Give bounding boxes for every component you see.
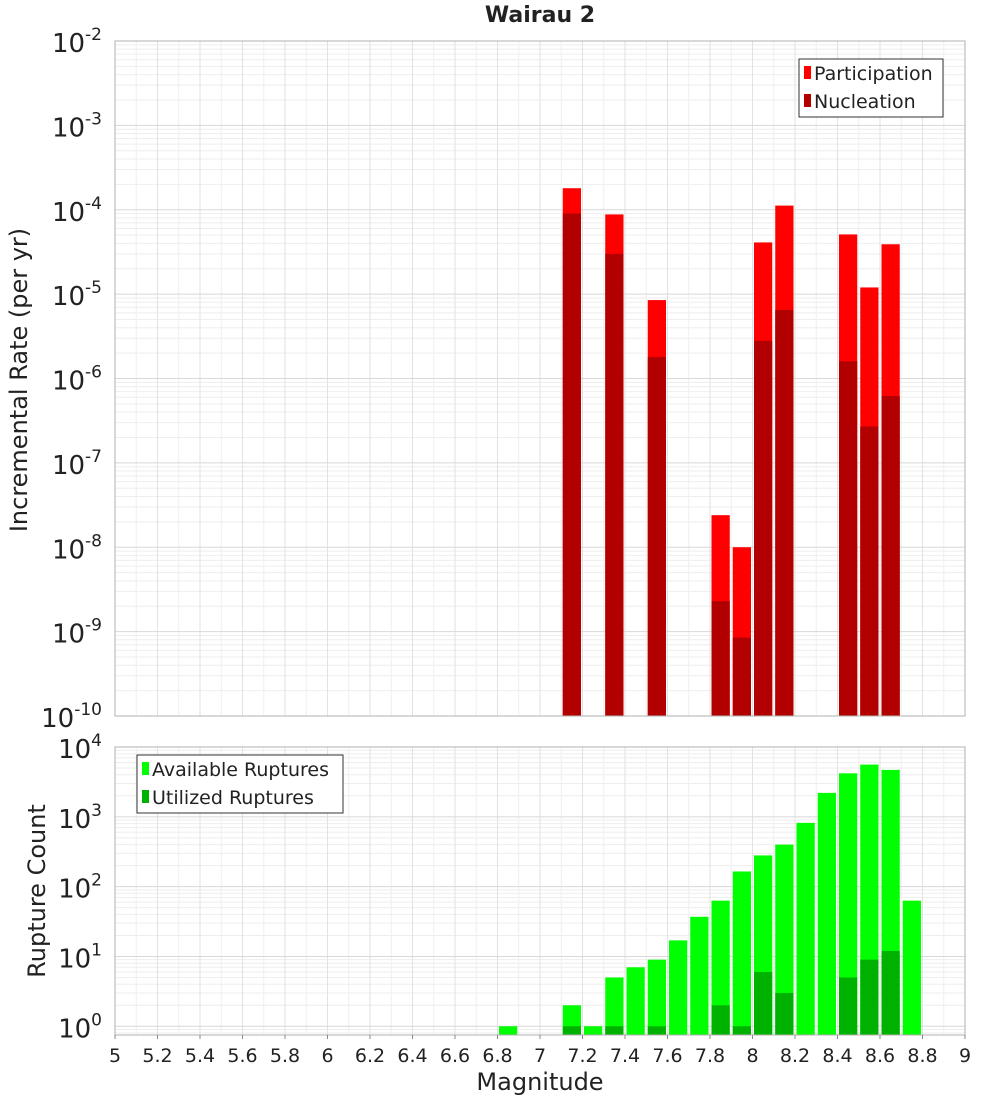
x-tick-label: 6.4 (397, 1045, 427, 1067)
bar-available-ruptures (711, 900, 730, 1035)
legend-label-utilized-ruptures: Utilized Ruptures (152, 787, 314, 809)
x-tick-label: 7 (534, 1045, 546, 1067)
x-axis-label: Magnitude (476, 1068, 603, 1096)
bar-utilized-ruptures (754, 971, 773, 1035)
y-tick-label: 10-3 (52, 109, 102, 143)
x-tick-label: 9 (959, 1045, 971, 1067)
bar-available-ruptures (647, 959, 666, 1035)
x-tick-label: 6 (321, 1045, 333, 1067)
bar-nucleation (775, 309, 794, 716)
legend-label-participation: Participation (814, 63, 933, 85)
legend-box (136, 754, 344, 814)
bar-utilized-ruptures (605, 1026, 624, 1035)
bar-utilized-ruptures (860, 959, 879, 1035)
bar-available-ruptures (817, 792, 836, 1035)
bar-utilized-ruptures (711, 1005, 730, 1035)
bar-available-ruptures (796, 822, 815, 1035)
x-tick-label: 6.8 (482, 1045, 512, 1067)
x-tick-label: 7.2 (567, 1045, 597, 1067)
x-tick-label: 8.2 (780, 1045, 810, 1067)
bar-available-ruptures (669, 940, 688, 1035)
x-tick-label: 5.4 (185, 1045, 215, 1067)
bar-nucleation (647, 356, 666, 716)
y-tick-label: 10-5 (52, 278, 102, 312)
bar-available-ruptures (626, 967, 645, 1035)
y-tick-label: 10-9 (52, 616, 102, 650)
top-y-axis-label: Incremental Rate (per yr) (5, 228, 33, 532)
x-tick-label: 5.2 (142, 1045, 172, 1067)
bar-available-ruptures (690, 916, 709, 1035)
legend-swatch-nucleation (804, 94, 811, 107)
bar-nucleation (881, 396, 900, 716)
bottom-y-axis-label: Rupture Count (23, 804, 51, 978)
bar-available-ruptures (584, 1026, 603, 1035)
x-tick-label: 7.8 (695, 1045, 725, 1067)
bar-available-ruptures (499, 1026, 518, 1035)
bar-utilized-ruptures (775, 992, 794, 1035)
x-tick-label: 8 (746, 1045, 758, 1067)
bar-utilized-ruptures (732, 1026, 751, 1035)
y-tick-label: 10-6 (52, 363, 102, 397)
bar-utilized-ruptures (562, 1026, 581, 1035)
bar-nucleation (754, 340, 773, 716)
y-tick-label: 10-10 (41, 700, 102, 734)
x-tick-label: 6.6 (440, 1045, 470, 1067)
x-tick-label: 7.6 (652, 1045, 682, 1067)
bar-utilized-ruptures (839, 977, 858, 1035)
y-tick-label: 10-7 (52, 447, 102, 481)
y-tick-label: 102 (58, 871, 102, 905)
y-tick-label: 101 (58, 940, 102, 974)
bar-available-ruptures (775, 844, 794, 1035)
x-tick-label: 5.8 (270, 1045, 300, 1067)
x-tick-label: 5 (109, 1045, 121, 1067)
y-tick-label: 10-4 (52, 194, 102, 228)
bar-nucleation (711, 601, 730, 716)
bar-nucleation (839, 361, 858, 716)
legend-swatch-utilized-ruptures (142, 790, 149, 803)
plot-frame (114, 40, 966, 717)
bar-nucleation (860, 426, 879, 716)
y-tick-label: 10-2 (52, 25, 102, 59)
x-tick-label: 6.2 (355, 1045, 385, 1067)
x-tick-label: 7.4 (610, 1045, 640, 1067)
x-tick-label: 5.6 (227, 1045, 257, 1067)
bar-nucleation (562, 213, 581, 717)
bar-available-ruptures (605, 977, 624, 1035)
y-tick-label: 100 (58, 1010, 102, 1044)
x-tick-label: 8.6 (865, 1045, 895, 1067)
legend-swatch-participation (804, 66, 811, 79)
legend-box (798, 58, 944, 118)
y-tick-label: 104 (58, 731, 102, 765)
legend-label-nucleation: Nucleation (814, 91, 916, 113)
bar-nucleation (732, 637, 751, 716)
bar-available-ruptures (839, 773, 858, 1035)
y-tick-label: 10-8 (52, 531, 102, 565)
bar-available-ruptures (732, 871, 751, 1035)
bar-utilized-ruptures (881, 950, 900, 1035)
x-tick-label: 8.8 (907, 1045, 937, 1067)
y-tick-label: 103 (58, 801, 102, 835)
bar-nucleation (605, 253, 624, 716)
chart-title: Wairau 2 (485, 3, 595, 28)
rupture-count-panel: 100 101 102 103 104 Available Ruptures Utilize… (58, 731, 971, 1067)
bar-available-ruptures (902, 900, 921, 1035)
bar-utilized-ruptures (647, 1026, 666, 1035)
legend-label-available-ruptures: Available Ruptures (152, 759, 329, 781)
rate-panel: 10-10 10-9 10-8 10-7 10-6 10-5 10-4 10-3 10-2 Par… (41, 25, 966, 734)
legend-swatch-available-ruptures (142, 762, 149, 775)
x-tick-label: 8.4 (822, 1045, 852, 1067)
